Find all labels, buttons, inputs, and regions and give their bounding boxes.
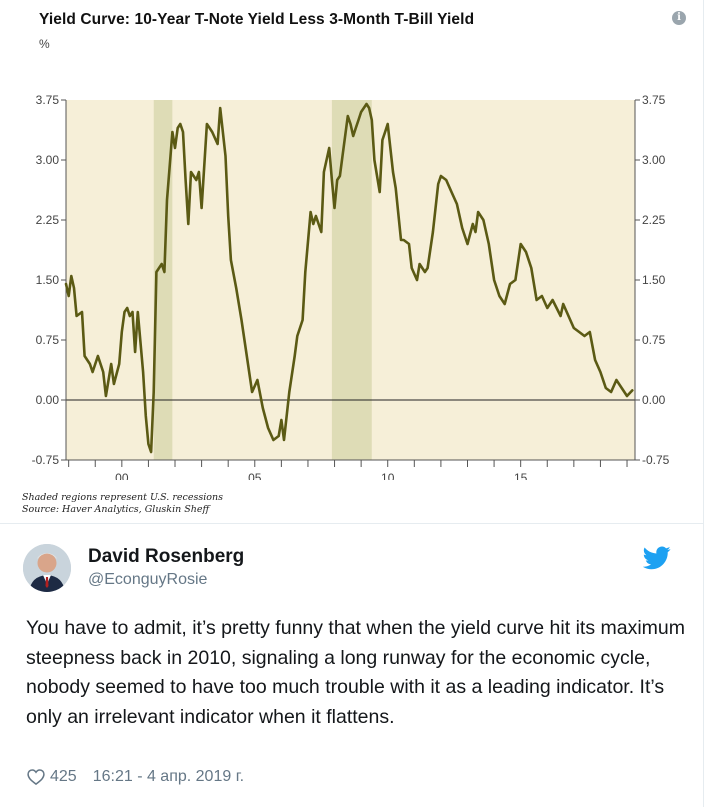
- tweet-timestamp[interactable]: 16:21 - 4 апр. 2019 г.: [92, 768, 245, 785]
- chart-unit: %: [39, 37, 50, 51]
- yield-curve-chart: 3.75 3.75 3.00 3.00 2.25 2.25 1.50 1.50 0.75 0.75…: [32, 93, 670, 480]
- source-note: Source: Haver Analytics, Gluskin Sheff: [22, 504, 210, 515]
- tweet-footer: 425 16:21 - 4 апр. 2019 г.: [26, 767, 244, 787]
- y-tick-label-left: 3.00: [36, 153, 60, 167]
- y-tick-label-right: 2.25: [642, 213, 666, 227]
- like-count[interactable]: 425: [50, 768, 77, 785]
- y-tick-label-right: 0.00: [642, 393, 666, 407]
- chart-title: Yield Curve: 10-Year T-Note Yield Less 3…: [39, 11, 475, 28]
- y-tick-label-left: 1.50: [36, 273, 60, 287]
- tweet-card: Yield Curve: 10-Year T-Note Yield Less 3…: [0, 0, 704, 807]
- x-tick-label: 05: [248, 471, 262, 480]
- avatar[interactable]: [23, 544, 71, 592]
- recession-band-2: [331, 100, 372, 460]
- y-tick-label-right: 0.75: [642, 333, 666, 347]
- x-tick-label: 10: [381, 471, 395, 480]
- y-tick-label-left: 3.75: [36, 93, 60, 107]
- tweet-text: You have to admit, it’s pretty funny tha…: [26, 617, 685, 728]
- heart-icon[interactable]: [26, 767, 46, 787]
- y-tick-label-right: -0.75: [642, 453, 670, 467]
- y-tick-label-left: -0.75: [32, 453, 60, 467]
- y-tick-label-left: 0.00: [36, 393, 60, 407]
- yield-curve-series-line: [64, 102, 634, 454]
- chart-notes: Shaded regions represent U.S. recessions…: [22, 492, 223, 516]
- y-tick-label-right: 1.50: [642, 273, 666, 287]
- x-tick-label: 15: [514, 471, 528, 480]
- divider: [0, 523, 703, 524]
- author-handle[interactable]: @EconguyRosie: [88, 571, 208, 588]
- x-tick-label: 00: [115, 471, 129, 480]
- y-tick-label-right: 3.00: [642, 153, 666, 167]
- y-tick-label-left: 0.75: [36, 333, 60, 347]
- author-name[interactable]: David Rosenberg: [88, 546, 245, 567]
- y-tick-label-left: 2.25: [36, 213, 60, 227]
- recession-note: Shaded regions represent U.S. recessions: [22, 492, 223, 503]
- y-tick-label-right: 3.75: [642, 93, 666, 107]
- info-icon[interactable]: i: [672, 11, 686, 25]
- twitter-bird-icon[interactable]: [643, 546, 671, 570]
